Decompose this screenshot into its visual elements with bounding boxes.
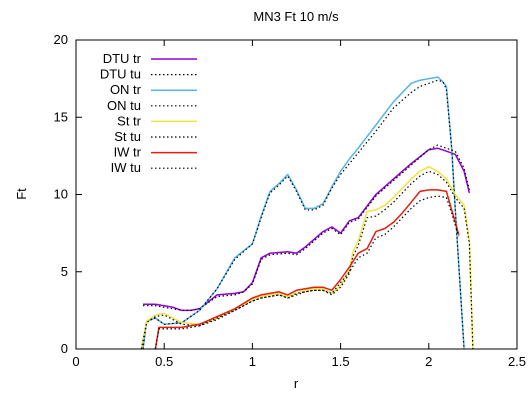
y-axis: 0 5 10 15 20 bbox=[54, 32, 517, 356]
chart-title: MN3 Ft 10 m/s bbox=[253, 9, 339, 24]
y-tick-label: 5 bbox=[61, 264, 68, 279]
series-line-st-tu bbox=[140, 170, 474, 350]
legend-label-st-tu: St tu bbox=[114, 129, 141, 144]
x-axis: 0 0.5 1 1.5 2 2.5 bbox=[72, 40, 526, 369]
y-axis-label: Ft bbox=[14, 188, 29, 200]
series-line-on-tu bbox=[142, 79, 465, 350]
x-tick-label: 1 bbox=[249, 354, 256, 369]
x-tick-label: 0 bbox=[72, 354, 79, 369]
x-axis-label: r bbox=[294, 376, 299, 391]
legend-label-st-tr: St tr bbox=[117, 113, 142, 128]
legend-label-on-tu: ON tu bbox=[107, 98, 141, 113]
x-tick-label: 2.5 bbox=[508, 354, 526, 369]
legend-label-dtu-tu: DTU tu bbox=[100, 67, 141, 82]
y-tick-label: 0 bbox=[61, 341, 68, 356]
y-tick-label: 15 bbox=[54, 109, 68, 124]
x-tick-label: 2 bbox=[425, 354, 432, 369]
y-tick-label: 10 bbox=[54, 187, 68, 202]
legend-label-iw-tr: IW tr bbox=[114, 145, 142, 160]
legend-label-on-tr: ON tr bbox=[110, 82, 142, 97]
x-tick-label: 1.5 bbox=[332, 354, 350, 369]
x-tick-label: 0.5 bbox=[155, 354, 173, 369]
series-line-on-tr bbox=[142, 76, 465, 350]
legend-label-iw-tu: IW tu bbox=[111, 160, 141, 175]
series-line-dtu-tr bbox=[143, 147, 471, 312]
series-line-iw-tu bbox=[154, 195, 460, 350]
series-line-dtu-tu bbox=[143, 144, 470, 311]
plot-frame bbox=[75, 39, 518, 350]
plot-area bbox=[140, 76, 474, 350]
series-line-iw-tr bbox=[154, 189, 460, 350]
series-line-st-tr bbox=[140, 165, 474, 350]
legend-label-dtu-tr: DTU tr bbox=[103, 51, 142, 66]
y-tick-label: 20 bbox=[54, 32, 68, 47]
